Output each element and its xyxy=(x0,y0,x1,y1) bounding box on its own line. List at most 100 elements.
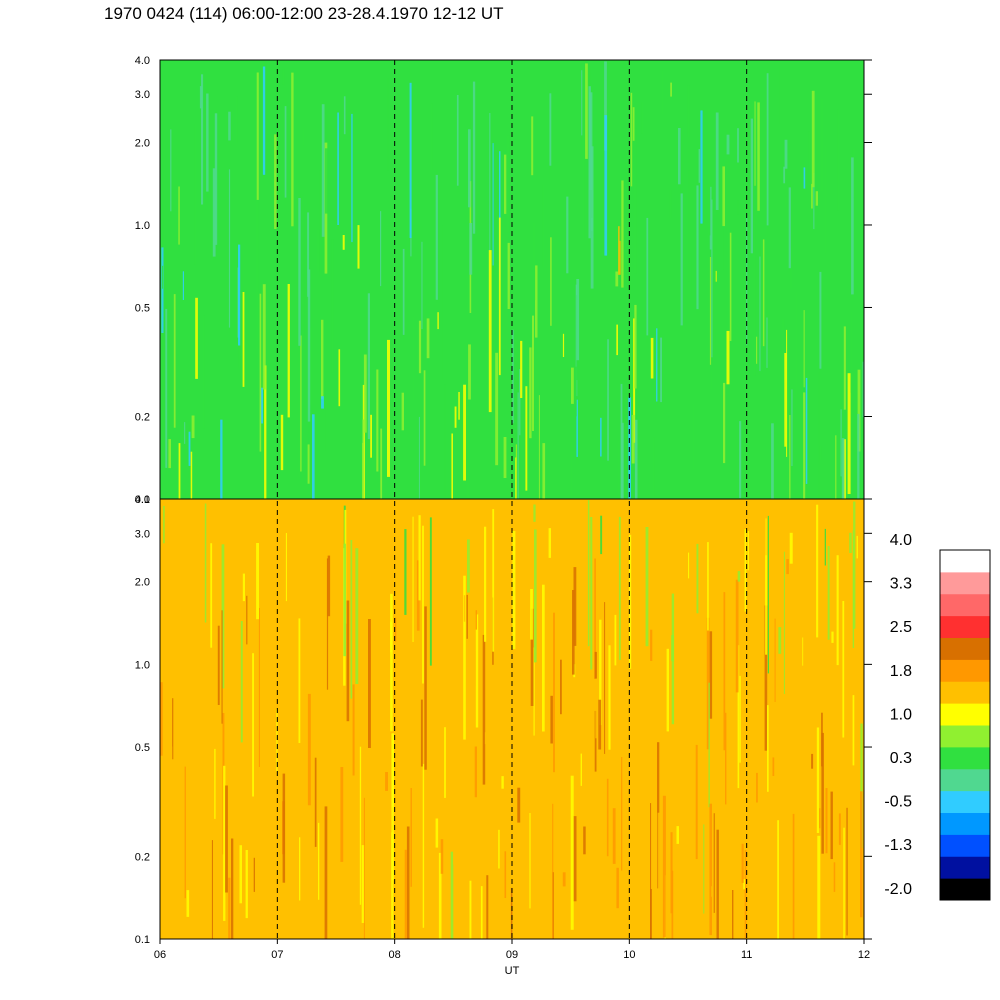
texture-streak xyxy=(486,875,489,939)
texture-streak xyxy=(238,244,241,346)
texture-streak xyxy=(532,315,534,431)
texture-streak xyxy=(319,170,321,278)
texture-streak xyxy=(767,705,769,792)
texture-streak xyxy=(583,826,586,855)
texture-streak xyxy=(409,82,412,238)
texture-streak xyxy=(170,129,172,212)
texture-streak xyxy=(504,851,507,898)
y-tick-label: 2.0 xyxy=(135,137,150,149)
texture-streak xyxy=(503,437,507,478)
texture-streak xyxy=(422,763,425,928)
colorbar-label: -0.5 xyxy=(884,794,912,811)
texture-streak xyxy=(343,96,346,135)
texture-streak xyxy=(661,70,664,115)
texture-streak xyxy=(168,439,171,469)
texture-streak xyxy=(572,590,575,675)
texture-streak xyxy=(285,533,287,602)
texture-streak xyxy=(772,757,775,776)
texture-streak xyxy=(467,539,470,593)
texture-streak xyxy=(256,543,259,620)
texture-streak xyxy=(519,369,521,436)
texture-streak xyxy=(376,369,379,472)
texture-streak xyxy=(612,808,616,864)
texture-streak xyxy=(851,371,853,499)
texture-streak xyxy=(246,595,248,645)
texture-streak xyxy=(357,225,360,269)
texture-streak xyxy=(737,571,741,582)
texture-streak xyxy=(857,369,861,452)
texture-streak xyxy=(287,284,290,418)
texture-streak xyxy=(803,167,806,189)
texture-streak xyxy=(849,532,852,553)
texture-streak xyxy=(531,116,534,176)
texture-streak xyxy=(316,229,320,272)
texture-streak xyxy=(670,832,673,914)
texture-streak xyxy=(370,414,372,458)
texture-streak xyxy=(715,329,717,351)
texture-streak xyxy=(803,392,806,499)
texture-streak xyxy=(186,890,190,917)
texture-streak xyxy=(498,217,501,376)
texture-streak xyxy=(825,788,828,854)
x-tick-label: 09 xyxy=(506,949,518,961)
colorbar-segment xyxy=(940,834,990,857)
texture-streak xyxy=(671,635,674,662)
texture-streak xyxy=(404,529,407,615)
texture-streak xyxy=(604,61,607,151)
texture-streak xyxy=(488,250,492,413)
x-tick-label: 07 xyxy=(271,949,283,961)
texture-streak xyxy=(458,392,460,420)
texture-streak xyxy=(298,324,301,478)
texture-streak xyxy=(850,311,852,393)
texture-streak xyxy=(754,101,756,186)
texture-streak xyxy=(553,612,555,773)
texture-streak xyxy=(631,414,635,464)
texture-streak xyxy=(594,710,597,772)
colorbar-segment xyxy=(940,593,990,617)
texture-streak xyxy=(585,63,588,159)
texture-streak xyxy=(377,573,379,596)
texture-streak xyxy=(711,199,713,358)
texture-streak xyxy=(677,688,680,778)
texture-streak xyxy=(480,886,483,939)
texture-streak xyxy=(843,326,846,410)
texture-streak xyxy=(210,543,213,648)
x-axis-label: UT xyxy=(505,965,520,977)
colorbar-segment xyxy=(940,746,990,770)
texture-streak xyxy=(391,832,394,939)
texture-streak xyxy=(827,546,830,640)
texture-streak xyxy=(355,548,359,684)
texture-streak xyxy=(715,270,717,282)
texture-streak xyxy=(203,649,206,712)
texture-streak xyxy=(314,757,317,847)
texture-streak xyxy=(835,435,837,499)
x-tick-label: 06 xyxy=(154,949,166,961)
texture-streak xyxy=(463,384,466,481)
texture-streak xyxy=(816,504,819,638)
texture-streak xyxy=(783,166,786,184)
texture-streak xyxy=(350,540,353,699)
texture-streak xyxy=(234,712,236,850)
texture-streak xyxy=(214,113,218,245)
texture-streak xyxy=(325,148,328,214)
texture-streak xyxy=(711,886,713,897)
texture-streak xyxy=(264,365,267,499)
texture-streak xyxy=(774,618,776,702)
texture-streak xyxy=(811,90,815,188)
texture-streak xyxy=(169,746,173,875)
texture-streak xyxy=(700,110,703,224)
texture-streak xyxy=(803,632,806,680)
texture-streak xyxy=(463,595,466,622)
texture-streak xyxy=(838,813,841,845)
texture-streak xyxy=(484,526,487,642)
texture-streak xyxy=(239,845,242,904)
texture-streak xyxy=(856,535,858,559)
y-tick-label: 0.1 xyxy=(135,934,150,946)
texture-streak xyxy=(632,107,635,141)
texture-streak xyxy=(744,529,747,612)
texture-streak xyxy=(220,419,223,499)
texture-streak xyxy=(670,82,672,97)
texture-streak xyxy=(444,384,446,499)
colorbar-label: 4.0 xyxy=(890,532,912,549)
texture-streak xyxy=(660,337,662,403)
